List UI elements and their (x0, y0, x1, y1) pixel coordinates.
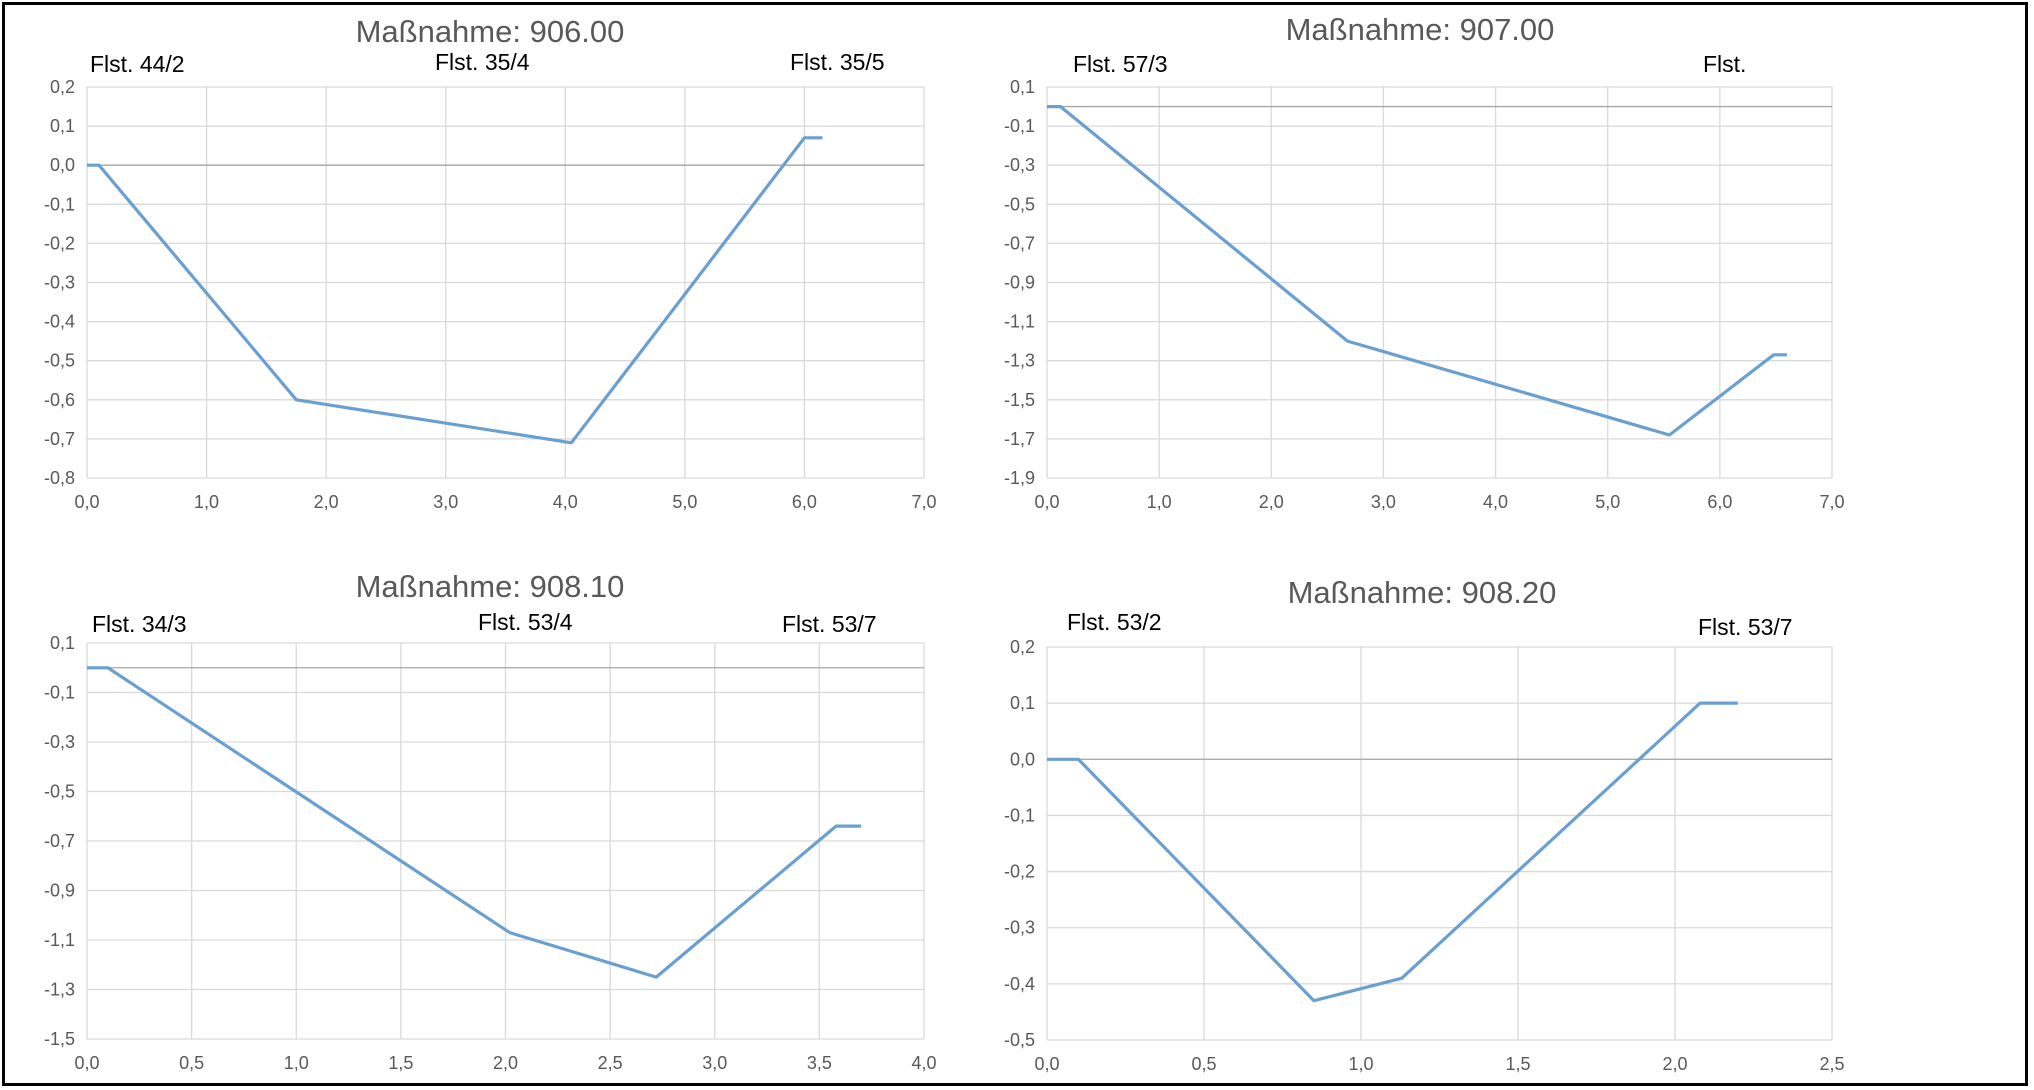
chart-title: Maßnahme: 906.00 (356, 14, 625, 49)
y-tick-label: -0,7 (1004, 233, 1035, 253)
series-line (1047, 104, 1788, 437)
y-tick-label: -0,1 (1004, 805, 1035, 825)
chart-3: Maßnahme: 908.10 0,0 0,5 1,0 1,5 2,0 2,5 3,0 3,5… (44, 569, 937, 1073)
x-tick-label: 2,0 (314, 492, 339, 512)
y-tick-label: -1,9 (1004, 468, 1035, 488)
x-tick-label: 6,0 (792, 492, 817, 512)
x-tick-label: 1,0 (284, 1053, 309, 1073)
y-tick-label: 0,2 (1010, 637, 1035, 657)
y-tick-label: 0,1 (1010, 77, 1035, 97)
x-tick-label: 0,0 (74, 1053, 99, 1073)
y-tick-label: -0,7 (44, 429, 75, 449)
x-tick-label: 3,0 (1371, 492, 1396, 512)
y-tick-label: -0,3 (44, 732, 75, 752)
x-tick-label: 2,5 (598, 1053, 623, 1073)
x-tick-label: 0,0 (74, 492, 99, 512)
y-tick-label: -0,7 (44, 831, 75, 851)
x-tick-label: 3,0 (702, 1053, 727, 1073)
parcel-annotation: Flst. 34/3 (92, 611, 187, 637)
chart-4: Maßnahme: 908.20 0,0 0,5 1,0 1,5 2,0 2,5 0,2 0,1… (1004, 575, 1845, 1074)
x-tick-label: 1,0 (1348, 1054, 1373, 1074)
parcel-annotation: Flst. 53/7 (782, 611, 877, 637)
parcel-annotation: Flst. 35/5 (790, 49, 885, 75)
y-tick-label: -1,5 (1004, 390, 1035, 410)
y-tick-label: -0,1 (1004, 116, 1035, 136)
x-tick-label: 2,5 (1819, 1054, 1844, 1074)
y-tick-label: 0,2 (50, 77, 75, 97)
parcel-annotation: Flst. (1703, 51, 1746, 77)
y-tick-label: -1,1 (44, 930, 75, 950)
x-tick-label: 0,0 (1034, 492, 1059, 512)
y-tick-label: -1,1 (1004, 312, 1035, 332)
y-tick-label: -0,1 (44, 194, 75, 214)
y-tick-label: -0,5 (1004, 1030, 1035, 1050)
parcel-annotation: Flst. 35/4 (435, 49, 530, 75)
x-tick-label: 3,5 (807, 1053, 832, 1073)
y-tick-label: 0,1 (50, 116, 75, 136)
series-line (1047, 701, 1738, 1003)
y-tick-label: -0,4 (44, 312, 75, 332)
y-tick-label: -0,5 (1004, 194, 1035, 214)
x-tick-label: 2,0 (1259, 492, 1284, 512)
x-tick-label: 0,5 (1191, 1054, 1216, 1074)
y-tick-label: -0,3 (1004, 918, 1035, 938)
x-tick-label: 5,0 (1595, 492, 1620, 512)
y-tick-label: -0,3 (44, 273, 75, 293)
y-tick-label: 0,1 (50, 633, 75, 653)
y-tick-label: -0,5 (44, 351, 75, 371)
x-tick-label: 7,0 (1819, 492, 1844, 512)
x-tick-label: 5,0 (672, 492, 697, 512)
x-tick-label: 6,0 (1707, 492, 1732, 512)
chart-title: Maßnahme: 907.00 (1286, 12, 1555, 47)
x-tick-label: 4,0 (1483, 492, 1508, 512)
x-tick-label: 1,5 (388, 1053, 413, 1073)
y-tick-label: -0,1 (44, 683, 75, 703)
chart-title: Maßnahme: 908.20 (1288, 575, 1557, 610)
x-tick-label: 2,0 (493, 1053, 518, 1073)
x-tick-label: 2,0 (1662, 1054, 1687, 1074)
x-tick-label: 0,5 (179, 1053, 204, 1073)
y-tick-label: -0,9 (44, 881, 75, 901)
y-tick-label: -0,4 (1004, 974, 1035, 994)
x-tick-label: 7,0 (911, 492, 936, 512)
y-tick-label: -0,2 (1004, 862, 1035, 882)
y-tick-label: -1,5 (44, 1029, 75, 1049)
chart-1: Maßnahme: 906.00 0,0 1,0 2,0 3,0 4,0 5,0 6,0 7,0… (44, 14, 937, 512)
y-tick-label: 0,0 (1010, 749, 1035, 769)
x-tick-label: 1,5 (1505, 1054, 1530, 1074)
chart-title: Maßnahme: 908.10 (356, 569, 625, 604)
y-tick-label: -0,3 (1004, 155, 1035, 175)
parcel-annotation: Flst. 53/4 (478, 609, 573, 635)
parcel-annotation: Flst. 53/7 (1698, 614, 1793, 640)
parcel-annotation: Flst. 53/2 (1067, 609, 1162, 635)
y-tick-label: 0,0 (50, 155, 75, 175)
x-tick-label: 3,0 (433, 492, 458, 512)
x-tick-label: 1,0 (194, 492, 219, 512)
x-tick-label: 1,0 (1147, 492, 1172, 512)
parcel-annotation: Flst. 44/2 (90, 51, 185, 77)
y-tick-label: -1,7 (1004, 429, 1035, 449)
chart-2: Maßnahme: 907.00 0,0 1,0 2,0 3,0 4,0 5,0 6,0 7,0… (1004, 12, 1845, 512)
y-tick-label: -0,9 (1004, 273, 1035, 293)
y-tick-label: -0,5 (44, 782, 75, 802)
parcel-annotation: Flst. 57/3 (1073, 51, 1168, 77)
x-tick-label: 4,0 (553, 492, 578, 512)
series-line (87, 136, 823, 445)
y-tick-label: -0,6 (44, 390, 75, 410)
x-tick-label: 0,0 (1034, 1054, 1059, 1074)
x-tick-label: 4,0 (911, 1053, 936, 1073)
y-tick-label: -1,3 (1004, 351, 1035, 371)
y-tick-label: -0,8 (44, 468, 75, 488)
y-tick-label: -1,3 (44, 980, 75, 1000)
y-tick-label: -0,2 (44, 233, 75, 253)
y-tick-label: 0,1 (1010, 693, 1035, 713)
series-line (87, 666, 862, 979)
